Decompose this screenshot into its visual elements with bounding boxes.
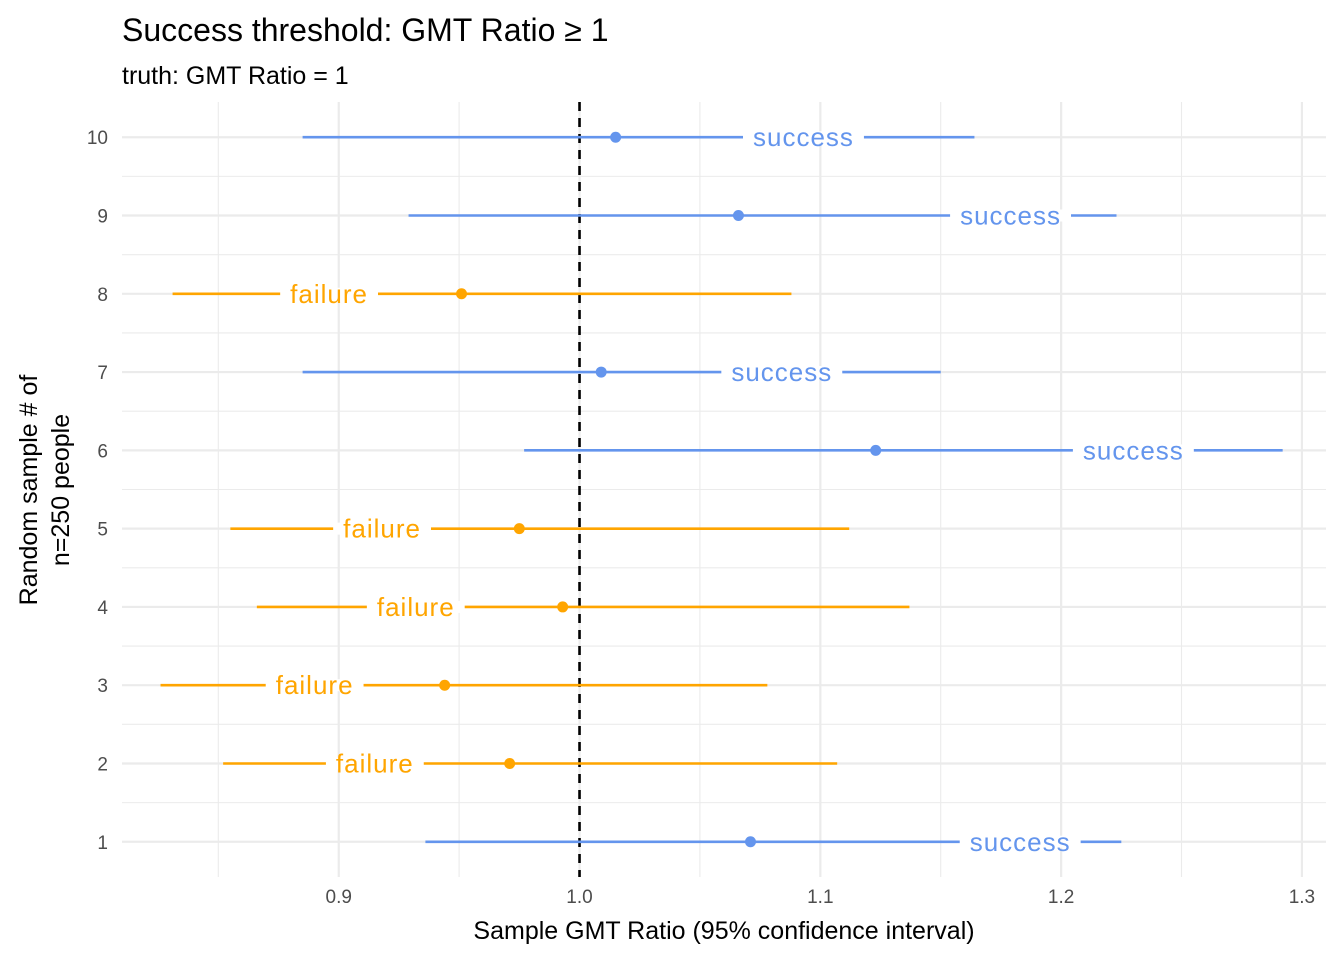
interval-sample-3: failure xyxy=(160,670,768,700)
result-label: success xyxy=(1083,435,1184,465)
result-label-background xyxy=(959,835,1081,848)
result-label-background xyxy=(1072,444,1194,457)
y-tick-label: 10 xyxy=(87,128,108,149)
estimate-point xyxy=(732,210,744,222)
estimate-point xyxy=(513,523,525,535)
y-tick-label: 9 xyxy=(97,207,108,228)
estimate-point xyxy=(744,836,756,848)
interval-sample-6: success xyxy=(524,435,1283,465)
y-tick-label: 3 xyxy=(97,676,108,697)
result-label: success xyxy=(731,357,832,387)
result-label-background xyxy=(325,757,424,770)
result-label: success xyxy=(960,201,1061,231)
estimate-point xyxy=(557,601,569,613)
result-label: failure xyxy=(336,748,414,778)
x-tick-label: 0.9 xyxy=(326,887,352,908)
axes: 0.9 1.0 1.1 1.2 1.3 1 2 3 4 5 6 7 8 9 10 xyxy=(87,128,1315,908)
interval-sample-8: failure xyxy=(172,279,792,309)
estimate-point xyxy=(870,444,882,456)
interval-sample-5: failure xyxy=(230,514,850,544)
y-tick-label: 4 xyxy=(97,598,108,619)
grid xyxy=(122,102,1326,877)
result-label-background xyxy=(366,600,465,613)
y-tick-label: 2 xyxy=(97,754,108,775)
result-label: failure xyxy=(343,514,421,544)
interval-sample-4: failure xyxy=(256,592,910,622)
chart-title: Success threshold: GMT Ratio ≥ 1 xyxy=(122,12,609,48)
result-label-background xyxy=(743,131,864,144)
y-tick-label: 5 xyxy=(97,520,108,541)
result-label: success xyxy=(970,827,1071,857)
x-tick-label: 1.1 xyxy=(807,887,833,908)
x-tick-label: 1.0 xyxy=(566,887,592,908)
y-axis-title-line-1: Random sample # of xyxy=(15,375,43,606)
y-tick-label: 7 xyxy=(97,363,108,384)
result-label-background xyxy=(721,366,843,379)
estimate-point xyxy=(610,131,622,143)
result-label: failure xyxy=(290,279,368,309)
estimate-point xyxy=(595,366,607,378)
result-label-background xyxy=(280,287,379,300)
y-axis-title-line-2: n=250 people xyxy=(47,414,75,566)
interval-sample-2: failure xyxy=(223,748,838,778)
estimate-point xyxy=(439,679,451,691)
result-label: success xyxy=(753,122,854,152)
result-label: failure xyxy=(276,670,354,700)
estimate-point xyxy=(504,757,516,769)
estimate-point xyxy=(456,288,468,300)
interval-sample-10: success xyxy=(302,122,975,152)
chart-subtitle: truth: GMT Ratio = 1 xyxy=(122,62,349,90)
x-tick-label: 1.3 xyxy=(1289,887,1315,908)
x-axis-title: Sample GMT Ratio (95% confidence interva… xyxy=(473,917,974,945)
interval-sample-7: success xyxy=(302,357,941,387)
result-label-background xyxy=(265,679,364,692)
y-tick-label: 8 xyxy=(97,285,108,306)
data-series: success failure failure failure failure succe… xyxy=(160,122,1283,857)
result-label-background xyxy=(333,522,431,535)
result-label-background xyxy=(950,209,1072,222)
result-label: failure xyxy=(377,592,455,622)
interval-sample-1: success xyxy=(425,827,1122,857)
y-tick-label: 6 xyxy=(97,441,108,462)
x-tick-label: 1.2 xyxy=(1048,887,1074,908)
y-tick-label: 1 xyxy=(97,833,108,854)
interval-sample-9: success xyxy=(408,201,1117,231)
